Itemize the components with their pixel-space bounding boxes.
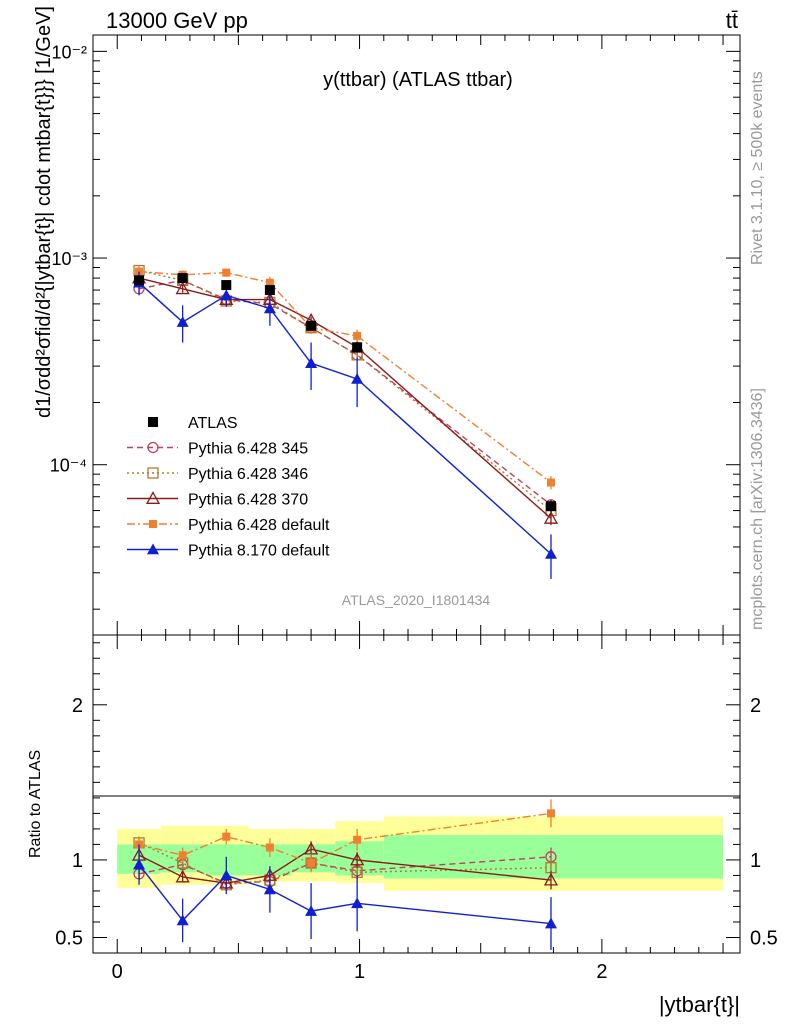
ratio-y-tick-label-right: 1	[750, 850, 761, 872]
main-series-5	[134, 273, 556, 513]
main-data-point	[176, 316, 189, 327]
main-data-point	[351, 372, 364, 384]
ratio-data-point	[175, 869, 190, 883]
main-data-point	[175, 281, 190, 295]
main-plot-frame	[92, 34, 741, 636]
ratio-data-point	[133, 858, 146, 870]
ratio-data-point	[222, 832, 231, 841]
main-data-point	[177, 273, 188, 284]
legend-label: Pythia 6.428 default	[188, 517, 330, 534]
x-tick-label: 0	[112, 961, 123, 983]
main-data-point	[306, 320, 317, 331]
rivet-label: Rivet 3.1.10, ≥ 500k events	[749, 71, 766, 265]
main-data-point	[134, 275, 145, 286]
inner-band	[383, 835, 724, 879]
x-axis-title: |ytbar{t}|	[659, 992, 740, 1017]
header-right-title: tt̄	[726, 8, 738, 33]
ratio-y-axis-title: Ratio to ATLAS	[27, 750, 44, 858]
ratio-data-point	[265, 843, 274, 852]
y-tick-label: 10⁻²	[51, 42, 87, 62]
legend-marker	[145, 491, 161, 504]
main-plot-panel: 10⁻⁴ 10⁻³ 10⁻² y(ttbar) (ATLAS ttbar) ATLA…	[50, 34, 741, 636]
main-data-point	[352, 342, 363, 353]
ratio-y-tick-label-right: 2	[750, 695, 761, 717]
ratio-data-point	[351, 897, 364, 909]
ratio-data-point	[350, 852, 365, 866]
main-plot-series	[131, 264, 559, 579]
main-data-point	[546, 478, 555, 487]
mcplots-label: mcplots.cern.ch [arXiv:1306.3436]	[749, 388, 766, 630]
main-data-point	[545, 501, 556, 512]
y-tick-label: 10⁻³	[51, 249, 87, 269]
ratio-data-point	[176, 914, 189, 926]
ratio-data-point	[305, 905, 318, 916]
legend-label: Pythia 6.428 345	[188, 441, 308, 458]
ratio-data-point	[353, 835, 362, 844]
x-tick-label: 2	[596, 961, 607, 983]
main-data-point	[220, 289, 233, 301]
analysis-id: ATLAS_2020_I1801434	[342, 592, 491, 608]
ratio-data-point	[178, 851, 187, 860]
legend-marker	[147, 467, 159, 479]
ratio-plot-frame	[92, 634, 741, 954]
main-plot-ticks: 10⁻⁴ 10⁻³ 10⁻²	[50, 35, 740, 635]
ratio-data-point	[307, 859, 316, 868]
legend: ATLAS Pythia 6.428 345 Pythia 6.428 346 Pyt…	[127, 415, 330, 560]
legend-marker	[147, 543, 159, 555]
main-data-point	[544, 547, 557, 559]
y-axis-title: d1/σdd²σfid/d²{|ytbar{t}| cdot mtbar{t}}…	[33, 6, 55, 418]
ratio-y-tick-label: 0.5	[55, 927, 83, 949]
y-tick-label: 10⁻⁴	[50, 456, 87, 476]
ratio-series-4	[133, 844, 557, 950]
legend-label: Pythia 8.170 default	[188, 543, 330, 560]
legend-marker	[149, 520, 157, 528]
ratio-y-tick-label-right: 0.5	[750, 927, 778, 949]
main-data-point	[221, 280, 232, 291]
legend-label: Pythia 6.428 346	[188, 466, 308, 483]
main-data-point	[305, 357, 318, 368]
main-data-point	[264, 285, 275, 296]
ratio-plot-panel: 0.5 0.5 1 1 2 2 0 1 2	[55, 634, 778, 983]
ratio-data-point	[263, 883, 276, 895]
ratio-y-tick-label: 1	[72, 850, 83, 872]
main-data-point	[222, 268, 231, 277]
legend-marker	[148, 417, 158, 427]
legend-marker	[147, 441, 159, 454]
ratio-plot-ticks: 0.5 0.5 1 1 2 2 0 1 2	[55, 635, 778, 983]
ratio-plot-series	[131, 799, 559, 950]
main-data-point	[543, 511, 559, 524]
main-data-point	[263, 302, 276, 314]
x-tick-label: 1	[354, 961, 365, 983]
legend-label: ATLAS	[188, 415, 238, 432]
ratio-data-point	[220, 869, 233, 881]
main-data-point	[265, 278, 274, 287]
uncertainty-bands	[117, 816, 724, 891]
main-data-point	[353, 331, 362, 340]
ratio-data-point	[544, 917, 557, 929]
ratio-y-tick-label: 2	[72, 695, 83, 717]
plot-title: y(ttbar) (ATLAS ttbar)	[323, 69, 513, 91]
legend-label: Pythia 6.428 370	[188, 492, 308, 509]
ratio-data-point	[546, 809, 555, 818]
header-left-title: 13000 GeV pp	[106, 8, 248, 33]
ratio-data-point	[543, 872, 559, 886]
